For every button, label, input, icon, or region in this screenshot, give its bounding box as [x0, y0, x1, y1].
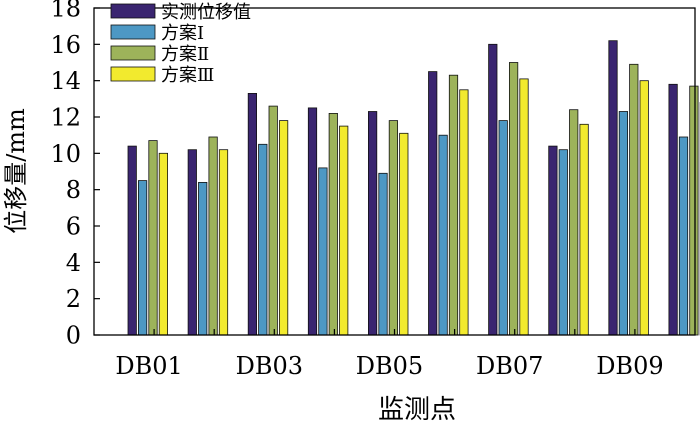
- legend-swatch: [110, 24, 156, 40]
- bar-db04-series-1: [307, 107, 318, 336]
- y-axis-title: 位移量/mm: [2, 108, 30, 234]
- x-tick-label: DB07: [476, 352, 543, 380]
- bar-db02-series-3: [208, 136, 218, 336]
- legend-swatch: [110, 3, 156, 19]
- y-tick-label: 6: [66, 213, 81, 241]
- bar-db03-series-4: [278, 120, 289, 336]
- bar-db07-series-2: [498, 120, 508, 336]
- bar-db05-series-2: [378, 172, 388, 336]
- bar-db09-series-1: [608, 40, 618, 336]
- bar-db07-series-3: [508, 62, 519, 336]
- x-axis-title: 监测点: [378, 395, 456, 424]
- bar-db06-series-4: [459, 89, 469, 336]
- bar-db03-series-3: [268, 105, 278, 336]
- bar-db09-series-2: [618, 111, 629, 336]
- bar-db02-series-2: [198, 181, 208, 336]
- y-tick-label: 2: [66, 285, 81, 313]
- x-tick-label: DB05: [356, 352, 423, 380]
- bar-db10-series-1: [668, 83, 678, 336]
- bar-db06-series-2: [438, 134, 448, 336]
- legend-label: 方案Ⅰ: [161, 23, 204, 44]
- x-tick-label: DB01: [115, 352, 182, 380]
- bar-db10-series-3: [689, 85, 699, 336]
- ticks-layer: 0 2 4 6 8 10 12 14 16 18 DB01 DB03 DB05 DB07 DB09: [50, 0, 663, 380]
- bar-db06-series-1: [428, 71, 438, 336]
- y-tick-label: 16: [50, 31, 81, 59]
- bar-db05-series-1: [367, 111, 378, 336]
- y-tick-label: 0: [66, 322, 81, 350]
- bar-db05-series-3: [388, 120, 399, 336]
- bar-db04-series-4: [339, 125, 349, 336]
- bar-db01-series-4: [158, 152, 168, 336]
- y-tick-label: 8: [66, 176, 81, 204]
- legend-swatch: [110, 45, 156, 61]
- legend-label: 实测位移值: [161, 2, 251, 23]
- bar-db05-series-4: [399, 132, 409, 336]
- x-tick-label: DB09: [596, 352, 663, 380]
- bars-layer: [127, 40, 700, 336]
- bar-db04-series-2: [318, 167, 328, 336]
- bar-db07-series-4: [519, 78, 529, 336]
- bar-db08-series-3: [569, 109, 579, 336]
- legend-label: 方案Ⅱ: [161, 44, 209, 65]
- bar-db01-series-2: [137, 180, 148, 336]
- bar-db08-series-4: [579, 123, 589, 336]
- bar-db03-series-1: [247, 93, 257, 336]
- bar-db09-series-4: [639, 80, 649, 336]
- legend-swatch: [110, 66, 156, 82]
- bar-db08-series-1: [548, 145, 558, 336]
- y-tick-label: 18: [50, 0, 81, 23]
- y-tick-label: 12: [50, 104, 81, 132]
- bar-db01-series-3: [148, 140, 158, 336]
- bar-db09-series-3: [629, 63, 639, 336]
- y-tick-label: 4: [66, 249, 81, 277]
- bar-db02-series-1: [187, 149, 197, 336]
- bar-db08-series-2: [558, 149, 568, 336]
- bar-db02-series-4: [218, 149, 229, 336]
- bar-db10-series-2: [678, 136, 689, 336]
- y-tick-label: 10: [50, 140, 81, 168]
- y-tick-label: 14: [50, 67, 81, 95]
- bar-db07-series-1: [488, 43, 498, 336]
- bar-db03-series-2: [258, 143, 268, 336]
- bar-db01-series-1: [127, 145, 137, 336]
- x-tick-label: DB03: [236, 352, 303, 380]
- legend-label: 方案Ⅲ: [161, 65, 214, 86]
- bar-db04-series-3: [328, 113, 338, 336]
- bar-db06-series-3: [448, 74, 459, 336]
